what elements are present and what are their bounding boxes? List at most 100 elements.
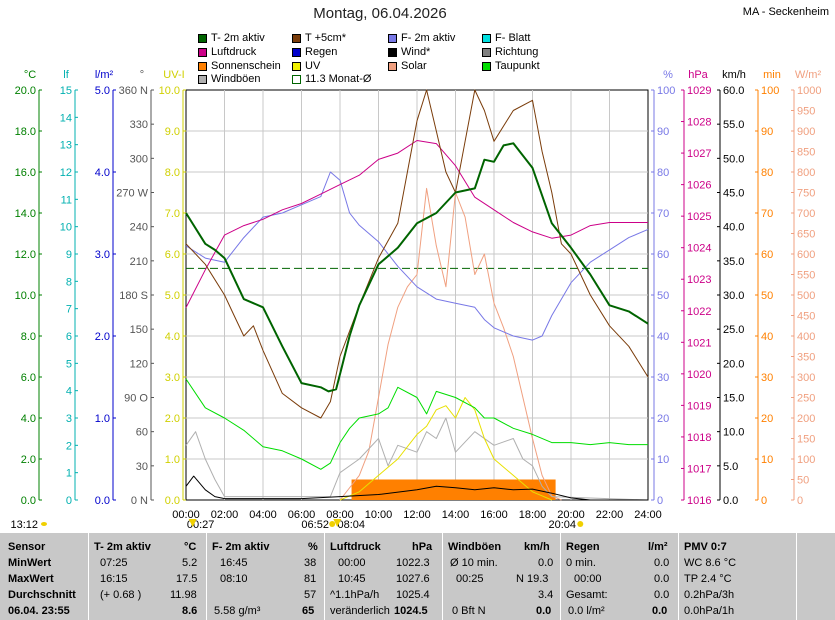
right-tick-label: 20.0 <box>723 358 744 370</box>
legend-label: Wind* <box>401 46 431 58</box>
rain-row3-val: 0.0 <box>654 589 670 601</box>
wind-avg10-val: 0.0 <box>538 557 554 569</box>
right-tick-label: 750 <box>797 188 815 200</box>
legend-item: Regen <box>292 46 337 58</box>
right-tick-label: 35.0 <box>723 256 744 268</box>
series-t-5cm-line <box>185 89 649 419</box>
station-name: MA - Seckenheim <box>742 6 829 18</box>
series-t-2m-aktiv-line <box>185 142 649 393</box>
right-tick-label: 350 <box>797 352 815 364</box>
right-tick-label: 0.0 <box>723 495 738 507</box>
legend-label: F- Blatt <box>495 32 531 44</box>
solar-start-time: 08:04 <box>338 519 366 531</box>
legend-label: Solar <box>401 60 427 72</box>
left-tick-label: 0.0 <box>95 495 110 507</box>
legend-swatch <box>198 61 207 71</box>
right-tick-label: 0 <box>797 495 803 507</box>
pressure-min-time: 00:00 <box>338 557 366 569</box>
right-tick-label: 90 <box>657 126 669 138</box>
pressure-trend: ^1.1hPa/h <box>330 589 380 601</box>
right-tick-label: 50 <box>657 290 669 302</box>
right-tick-label: 600 <box>797 249 815 261</box>
x-tick-label: 08:00 <box>326 509 354 521</box>
t2m-max-val: 17.5 <box>176 573 198 585</box>
right-tick-label: 1026 <box>687 180 711 192</box>
right-tick-label: 450 <box>797 311 815 323</box>
left-tick-label: 10.0 <box>159 85 180 97</box>
t2m-header: T- 2m aktiv <box>94 541 151 553</box>
left-tick-label: 6.0 <box>165 249 180 261</box>
x-tick-label: 10:00 <box>365 509 393 521</box>
left-tick-label: 12 <box>60 167 72 179</box>
pressure-max-val: 1027.6 <box>396 573 430 585</box>
right-tick-label: 10.0 <box>723 427 744 439</box>
left-tick-label: 0 <box>66 495 72 507</box>
left-tick-label: 10.0 <box>15 290 36 302</box>
left-tick-label: 15 <box>60 85 72 97</box>
legend-swatch <box>198 47 207 57</box>
right-tick-label: 70 <box>761 208 773 220</box>
right-tick-label: 0 <box>761 495 767 507</box>
f2m-avg-val: 57 <box>304 589 317 601</box>
f2m-current: 65 <box>302 605 315 617</box>
right-tick-label: 400 <box>797 331 815 343</box>
legend-item: Windböen <box>198 73 261 85</box>
legend-item: Solar <box>388 60 427 72</box>
right-tick-label: 50 <box>761 290 773 302</box>
right-tick-label: 10 <box>657 454 669 466</box>
legend-label: UV <box>305 60 321 72</box>
legend: T- 2m aktiv T +5cm* F- 2m aktiv F- Blatt Luf… <box>198 32 598 88</box>
right-tick-label: 100 <box>761 85 779 97</box>
statistics-panel: Sensor MinWert MaxWert Durchschnitt 06.0… <box>0 533 835 620</box>
series-luftdruck-line <box>185 140 648 308</box>
x-tick-label: 18:00 <box>519 509 547 521</box>
f2m-unit: % <box>308 541 318 553</box>
x-tick-label: 02:00 <box>211 509 239 521</box>
right-tick-label: 50 <box>797 475 809 487</box>
right-tick-label: 30 <box>761 372 773 384</box>
legend-swatch <box>198 33 207 43</box>
x-tick-label: 06:00 <box>288 509 316 521</box>
series-windb-en-line <box>185 417 649 501</box>
right-tick-label: 1024 <box>687 243 711 255</box>
sunset-time: 20:04 <box>549 519 577 531</box>
legend-item: T +5cm* <box>292 32 346 44</box>
right-tick-label: 25.0 <box>723 324 744 336</box>
legend-label: 11.3 Monat-Ø <box>305 73 372 85</box>
left-tick-label: 14 <box>60 112 72 124</box>
right-tick-label: 1025 <box>687 211 711 223</box>
x-tick-label: 04:00 <box>249 509 277 521</box>
f2m-header: F- 2m aktiv <box>212 541 270 553</box>
pmv-dewpoint: TP 2.4 °C <box>684 573 732 585</box>
right-tick-label: 1018 <box>687 432 711 444</box>
left-tick-label: 2 <box>66 440 72 452</box>
legend-swatch <box>388 61 397 71</box>
time-marker-icon <box>41 522 47 526</box>
x-tick-label: 20:00 <box>557 509 585 521</box>
legend-item: Luftdruck <box>198 46 256 58</box>
wind-unit: km/h <box>524 541 550 553</box>
t2m-max-time: 16:15 <box>100 573 128 585</box>
f2m-min-val: 38 <box>304 557 317 569</box>
weather-chart: °C20.018.016.014.012.010.08.06.04.02.00.… <box>10 69 821 531</box>
legend-swatch <box>292 61 301 71</box>
t2m-min-val: 5.2 <box>182 557 198 569</box>
legend-label: F- 2m aktiv <box>401 32 456 44</box>
legend-swatch <box>292 74 301 84</box>
left-tick-label: 9 <box>66 249 72 261</box>
pressure-current: 1024.5 <box>394 605 428 617</box>
right-tick-label: 900 <box>797 126 815 138</box>
series-wind-line <box>185 475 648 501</box>
right-tick-label: 60 <box>657 249 669 261</box>
right-tick-label: 20 <box>657 413 669 425</box>
left-axis-unit: lf <box>63 69 69 81</box>
legend-item: Taupunkt <box>482 60 540 72</box>
left-axis-unit: ° <box>140 69 144 81</box>
right-tick-label: 250 <box>797 393 815 405</box>
left-tick-label: 300 <box>130 153 148 165</box>
moon-icon <box>188 519 197 527</box>
right-tick-label: 1019 <box>687 400 711 412</box>
t2m-unit: °C <box>184 541 197 553</box>
rain-rate: 0.0 l/m² <box>568 605 605 617</box>
left-axis-unit: l/m² <box>95 69 114 81</box>
